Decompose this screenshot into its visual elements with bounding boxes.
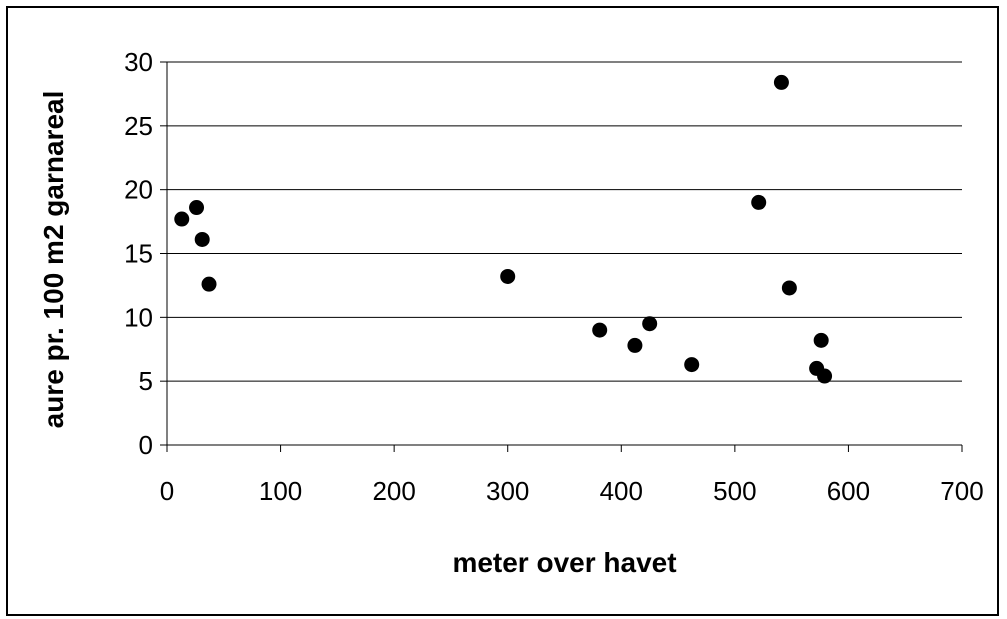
x-tick-label: 100 — [259, 476, 302, 506]
data-point — [813, 332, 829, 348]
data-point — [817, 368, 833, 384]
y-tick-label: 10 — [124, 302, 153, 332]
x-axis-title: meter over havet — [452, 547, 676, 578]
y-tick-label: 5 — [139, 366, 153, 396]
data-point — [194, 231, 210, 247]
data-point — [684, 357, 700, 373]
y-axis-title: aure pr. 100 m2 garnareal — [38, 91, 69, 429]
x-tick-label: 200 — [372, 476, 415, 506]
y-tick-label: 15 — [124, 239, 153, 269]
data-point — [189, 200, 205, 216]
data-point — [174, 211, 190, 227]
chart-frame: 0 5 10 15 20 25 30 0 100 200 300 400 500 600 700 mete… — [6, 6, 999, 616]
y-tick-label: 0 — [139, 430, 153, 460]
x-axis-ticks: 0 100 200 300 400 500 600 700 — [160, 445, 984, 506]
data-point — [642, 316, 658, 332]
y-tick-label: 25 — [124, 111, 153, 141]
scatter-chart: 0 5 10 15 20 25 30 0 100 200 300 400 500 600 700 mete… — [38, 47, 984, 578]
data-point — [781, 280, 797, 296]
x-tick-label: 400 — [600, 476, 643, 506]
data-point — [201, 276, 217, 292]
x-tick-label: 700 — [940, 476, 983, 506]
data-points — [174, 74, 833, 384]
y-axis-ticks: 0 5 10 15 20 25 30 — [124, 47, 167, 460]
data-point — [627, 337, 643, 353]
x-tick-label: 500 — [713, 476, 756, 506]
data-point — [592, 322, 608, 338]
data-point — [751, 194, 767, 210]
data-point — [773, 74, 789, 90]
x-tick-label: 0 — [160, 476, 174, 506]
x-tick-label: 300 — [486, 476, 529, 506]
x-tick-label: 600 — [827, 476, 870, 506]
gridlines — [167, 61, 962, 382]
y-tick-label: 30 — [124, 47, 153, 77]
data-point — [500, 268, 516, 284]
y-tick-label: 20 — [124, 175, 153, 205]
